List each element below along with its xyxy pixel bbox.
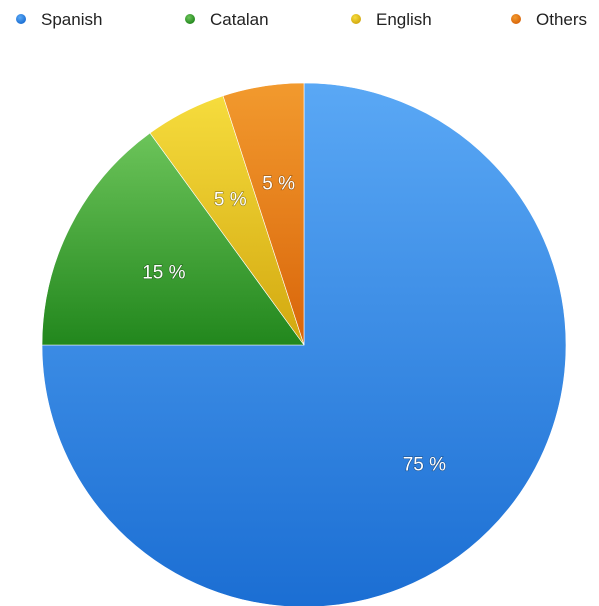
data-label-others: 5 % xyxy=(262,174,295,195)
legend-marker-spanish xyxy=(16,14,26,24)
legend-label-catalan: Catalan xyxy=(210,10,269,29)
slice-labels: 75 % 15 % 5 % 5 % xyxy=(142,173,447,476)
legend-marker-others xyxy=(511,14,521,24)
legend-marker-english xyxy=(351,14,361,24)
slice-catalan xyxy=(41,132,305,346)
legend-item-catalan: Catalan xyxy=(185,10,269,29)
legend-label-spanish: Spanish xyxy=(41,10,102,29)
slice-spanish xyxy=(41,82,567,606)
data-label-english: 5 % xyxy=(214,189,247,210)
legend-label-others: Others xyxy=(536,10,587,29)
legend: Spanish Catalan English Others xyxy=(16,10,587,29)
slice-others xyxy=(222,82,305,346)
data-label-spanish: 75 % xyxy=(403,454,446,475)
legend-item-others: Others xyxy=(511,10,587,29)
pie-slices xyxy=(41,82,567,606)
legend-item-english: English xyxy=(351,10,432,29)
legend-label-english: English xyxy=(376,10,432,29)
legend-marker-catalan xyxy=(185,14,195,24)
legend-item-spanish: Spanish xyxy=(16,10,102,29)
data-label-catalan: 15 % xyxy=(142,263,185,284)
